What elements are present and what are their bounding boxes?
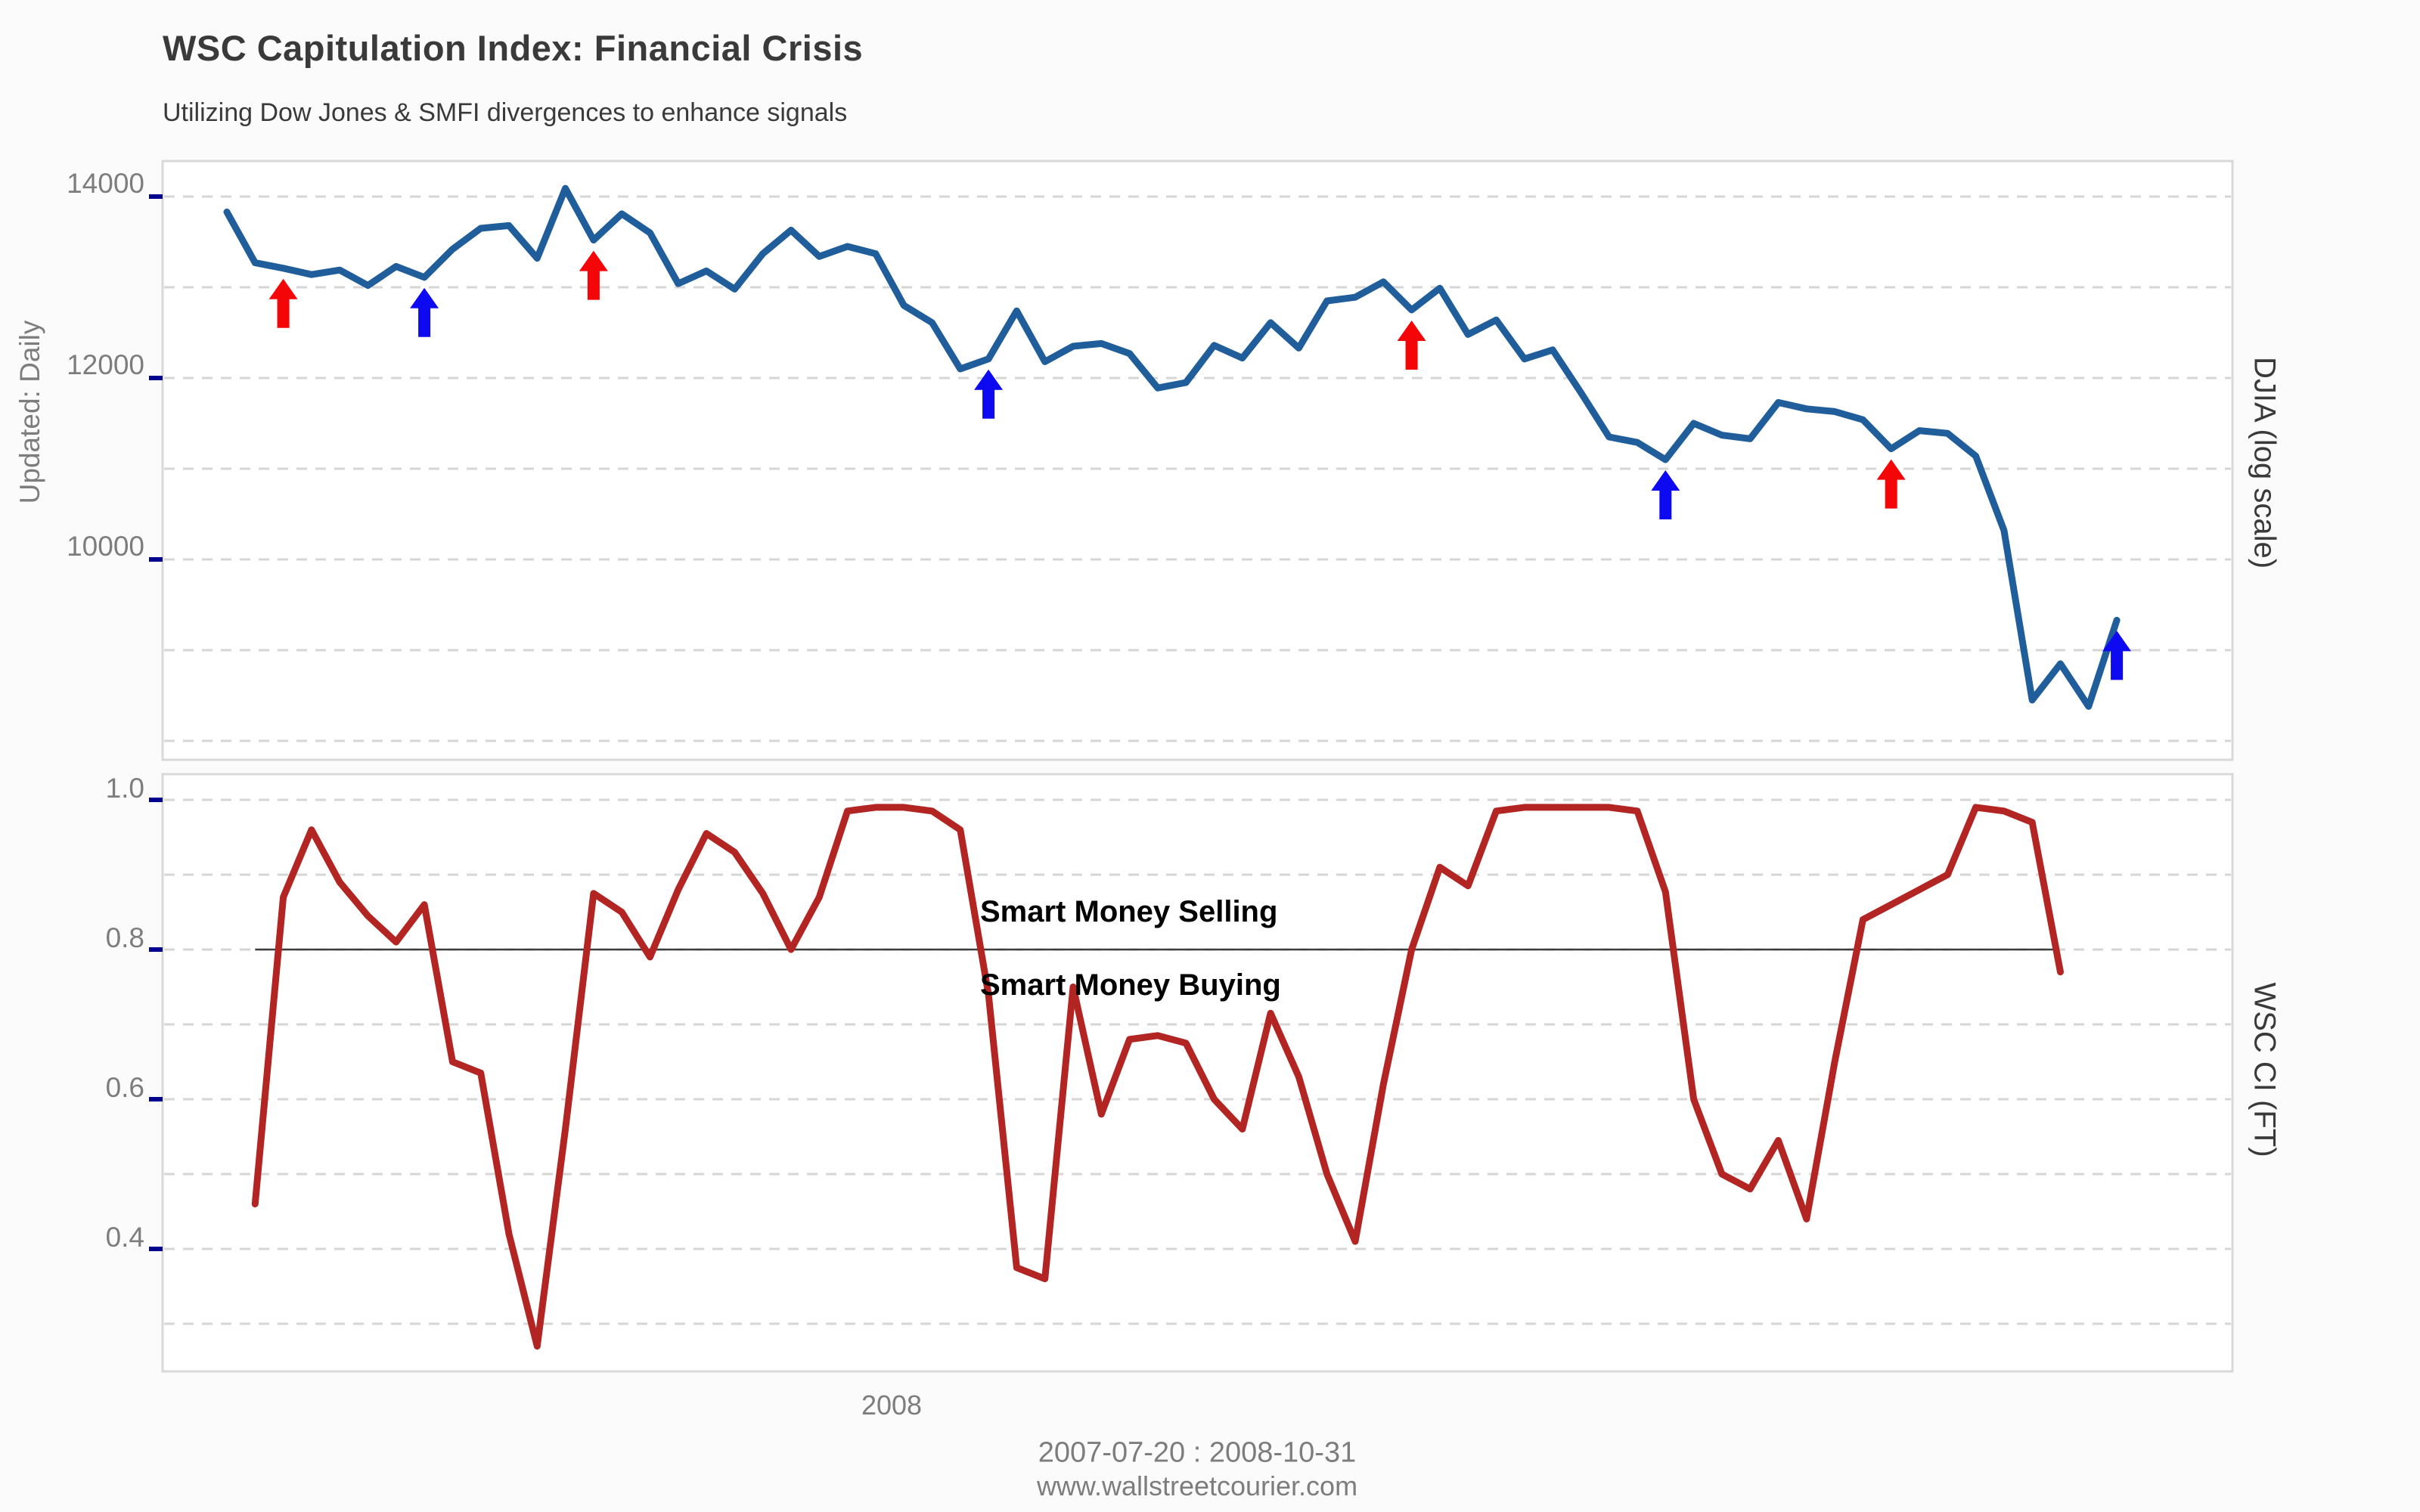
- y-tick-label: 1.0: [106, 773, 144, 804]
- axis-tick-mark: [149, 376, 163, 380]
- signal-arrow-blue-icon: [1651, 470, 1680, 519]
- footer-website: www.wallstreetcourier.com: [1036, 1470, 1358, 1501]
- axis-tick-mark: [149, 1097, 163, 1101]
- axis-tick-mark: [149, 947, 163, 952]
- y-tick-label: 10000: [67, 531, 144, 562]
- signal-arrow-blue-icon: [974, 369, 1004, 419]
- page-title: WSC Capitulation Index: Financial Crisis: [163, 28, 864, 68]
- y-tick-label: 14000: [67, 168, 144, 199]
- signal-arrow-blue-icon: [2102, 631, 2132, 680]
- x-axis-tick-2008: 2008: [861, 1390, 923, 1421]
- y-axis-left-label: Updated: Daily: [14, 320, 45, 504]
- y-tick-label: 0.6: [106, 1072, 144, 1103]
- page-subtitle: Utilizing Dow Jones & SMFI divergences t…: [163, 98, 848, 127]
- smart-money-buying-label: Smart Money Buying: [980, 968, 1281, 1002]
- signal-arrow-red-icon: [268, 278, 298, 328]
- signal-arrow-red-icon: [579, 250, 608, 300]
- top-panel-area: [161, 160, 2234, 761]
- y-tick-label: 12000: [67, 349, 144, 380]
- axis-tick-mark: [149, 557, 163, 562]
- y-tick-label: 0.8: [106, 922, 144, 953]
- axis-tick-mark: [149, 798, 163, 802]
- smart-money-selling-label: Smart Money Selling: [980, 895, 1278, 928]
- y-axis-right-label-wscci: WSC CI (FT): [2248, 982, 2282, 1157]
- footer-date-range: 2007-07-20 : 2008-10-31: [1038, 1436, 1357, 1469]
- djia-line: [223, 184, 2121, 710]
- signal-arrow-blue-icon: [410, 287, 439, 337]
- ci-line: [251, 804, 2064, 1350]
- signal-arrow-red-icon: [1876, 459, 1906, 509]
- axis-tick-mark: [149, 194, 163, 199]
- axis-tick-mark: [149, 1247, 163, 1251]
- signal-arrow-red-icon: [1397, 321, 1426, 370]
- y-axis-right-label-djia: DJIA (log scale): [2248, 356, 2282, 569]
- y-tick-label: 0.4: [106, 1222, 144, 1253]
